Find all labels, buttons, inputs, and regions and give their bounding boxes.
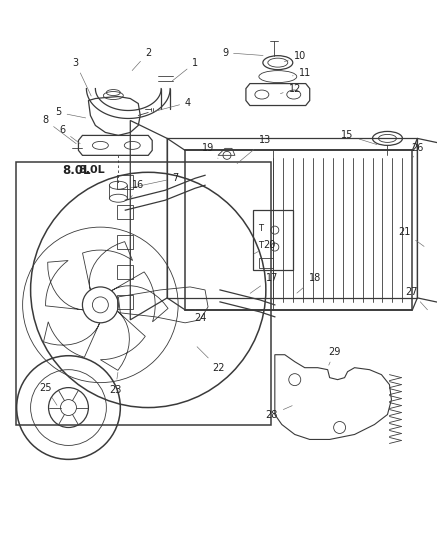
Text: 9: 9	[222, 47, 263, 58]
Text: 24: 24	[194, 310, 206, 323]
Text: 25: 25	[39, 383, 57, 405]
Text: 3: 3	[72, 58, 91, 96]
Bar	[259, 258, 273, 268]
Text: 4: 4	[153, 98, 191, 112]
Text: 1: 1	[172, 58, 198, 81]
Text: 27: 27	[405, 287, 427, 310]
Text: T: T	[258, 240, 263, 249]
Text: 2: 2	[132, 47, 152, 70]
Bar	[185, 150, 413, 310]
Bar	[117, 295, 133, 309]
Text: 15: 15	[341, 131, 377, 144]
Text: 26: 26	[411, 143, 424, 158]
Text: 12: 12	[280, 84, 301, 94]
Text: 17: 17	[250, 273, 278, 293]
Text: 18: 18	[297, 273, 321, 293]
Bar	[117, 265, 133, 279]
Bar	[253, 210, 293, 270]
Text: 5: 5	[55, 108, 86, 118]
Text: 16: 16	[130, 180, 145, 200]
Text: 6: 6	[60, 125, 80, 144]
Text: 20: 20	[254, 240, 276, 254]
Text: 22: 22	[197, 347, 224, 373]
Text: 28: 28	[265, 406, 292, 419]
Bar	[117, 175, 133, 189]
Text: 23: 23	[109, 373, 121, 394]
Text: 21: 21	[398, 227, 424, 246]
Text: 29: 29	[328, 347, 341, 365]
Text: 8: 8	[42, 116, 76, 144]
Text: 8.0L: 8.0L	[78, 165, 105, 175]
Text: 8.0L: 8.0L	[63, 164, 91, 177]
Bar	[117, 205, 133, 219]
Bar	[117, 235, 133, 249]
Text: 11: 11	[293, 68, 311, 78]
Text: 7: 7	[131, 173, 178, 188]
Text: T: T	[258, 224, 263, 232]
Text: 19: 19	[202, 143, 218, 158]
Text: 10: 10	[284, 51, 306, 62]
Text: 13: 13	[237, 135, 271, 164]
